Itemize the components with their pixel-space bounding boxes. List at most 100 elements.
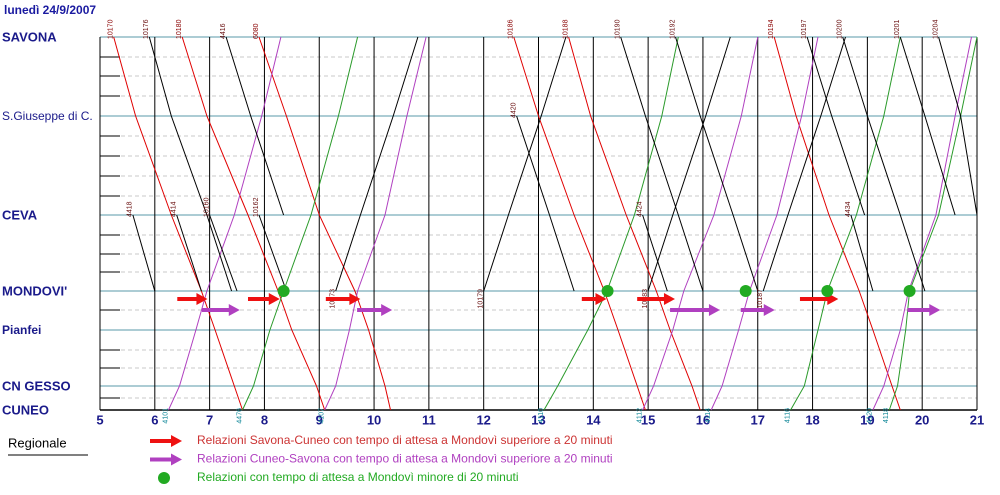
arrow-head: [381, 304, 393, 316]
wait-arrow: [150, 453, 182, 466]
station-label: SAVONA: [2, 29, 57, 44]
x-tick-label: 6: [151, 412, 158, 427]
train-number: 10162: [253, 197, 260, 217]
x-tick-label: 14: [586, 412, 601, 427]
connection-dot: [739, 285, 752, 297]
train-number: 4112: [636, 408, 643, 423]
connection-dot: [601, 285, 614, 297]
train-path: [113, 36, 243, 411]
station-label: CN GESSO: [2, 378, 71, 393]
train-path: [483, 36, 567, 292]
train-path: [258, 214, 287, 292]
wait-arrow: [150, 435, 182, 447]
train-number: 4424: [636, 201, 643, 217]
arrow-head: [349, 293, 361, 305]
legend-label: Relazioni Cuneo-Savona con tempo di atte…: [197, 452, 613, 466]
arrow-head: [171, 435, 182, 447]
station-label: MONDOVI': [2, 283, 67, 298]
station-label: CUNEO: [2, 402, 49, 417]
train-number: 10170: [108, 19, 115, 39]
x-tick-label: 16: [696, 412, 710, 427]
train-path: [806, 36, 866, 216]
train-path: [642, 214, 668, 292]
wait-arrow: [637, 293, 675, 305]
arrow-head: [171, 453, 182, 466]
arrow-head: [708, 304, 720, 316]
station-label: S.Giuseppe di C.: [2, 109, 93, 123]
arrow-head: [595, 293, 607, 305]
x-tick-label: 17: [751, 412, 765, 427]
wait-arrow: [177, 293, 208, 305]
x-tick-label: 19: [860, 412, 874, 427]
train-path: [209, 214, 238, 292]
x-tick-label: 20: [915, 412, 929, 427]
legend-label: Relazioni con tempo di attesa a Mondovì …: [197, 470, 519, 484]
wait-arrow: [247, 293, 280, 305]
train-number: 10187: [757, 289, 764, 309]
train-number: 4416: [220, 23, 227, 39]
connection-dot: [903, 285, 916, 297]
train-number: 10160: [203, 197, 210, 217]
arrow-head: [228, 304, 240, 316]
train-number: 4434: [845, 201, 852, 217]
x-tick-label: 21: [970, 412, 984, 427]
train-number: 4116: [784, 408, 791, 423]
wait-arrow: [799, 293, 839, 305]
train-path: [850, 214, 874, 292]
train-number: 4414: [171, 201, 178, 217]
wait-arrow: [907, 304, 941, 316]
x-tick-label: 7: [206, 412, 213, 427]
train-number: 4476: [236, 408, 243, 424]
train-path: [335, 36, 419, 292]
x-tick-label: 11: [422, 412, 436, 427]
legend-title: Regionale: [8, 435, 67, 450]
train-number: 4101: [162, 408, 169, 424]
x-tick-label: 8: [261, 412, 268, 427]
train-path: [790, 36, 901, 411]
train-number: 10192: [669, 19, 676, 39]
train-number: 10204: [932, 19, 939, 39]
train-path: [181, 36, 326, 411]
train-path: [568, 36, 701, 411]
train-path: [899, 36, 956, 216]
x-tick-label: 18: [805, 412, 819, 427]
train-path: [242, 36, 359, 411]
x-tick-label: 5: [96, 412, 103, 427]
chart-title: lunedì 24/9/2007: [4, 3, 96, 17]
station-label: CEVA: [2, 207, 38, 222]
train-path: [762, 36, 846, 292]
train-number: 4418: [127, 201, 134, 217]
train-path: [168, 36, 282, 411]
train-number: 10194: [768, 19, 775, 39]
train-number: 4114: [705, 408, 712, 423]
train-number: 10197: [801, 19, 808, 39]
wait-arrow: [581, 293, 607, 305]
train-path: [773, 36, 901, 411]
train-path: [516, 115, 575, 292]
train-path: [647, 36, 731, 292]
train-path: [324, 36, 427, 411]
arrow-head: [929, 304, 941, 316]
train-number: 10176: [143, 19, 150, 39]
train-path: [543, 36, 679, 411]
train-number: 10200: [837, 19, 844, 39]
x-tick-label: 15: [641, 412, 655, 427]
arrow-head: [663, 293, 675, 305]
train-number: 4120: [867, 408, 874, 424]
train-number: 4420: [510, 102, 517, 118]
legend-dot: [158, 472, 170, 484]
wait-arrow: [670, 304, 720, 316]
legend-label: Relazioni Savona-Cuneo con tempo di atte…: [197, 433, 613, 447]
train-number: 10179: [478, 289, 485, 309]
train-number: 10188: [562, 19, 569, 39]
train-path: [513, 36, 646, 411]
arrow-head: [763, 304, 775, 316]
train-number: 4118: [883, 408, 890, 423]
train-number: 10190: [615, 19, 622, 39]
connection-dot: [277, 285, 290, 297]
wait-arrow: [740, 304, 775, 316]
wait-arrow: [201, 304, 240, 316]
wait-arrow: [325, 293, 361, 305]
